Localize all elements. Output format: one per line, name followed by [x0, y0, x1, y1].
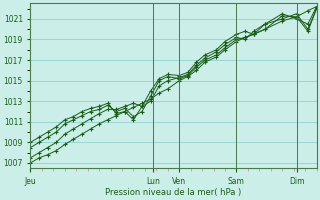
X-axis label: Pression niveau de la mer( hPa ): Pression niveau de la mer( hPa )	[105, 188, 242, 197]
